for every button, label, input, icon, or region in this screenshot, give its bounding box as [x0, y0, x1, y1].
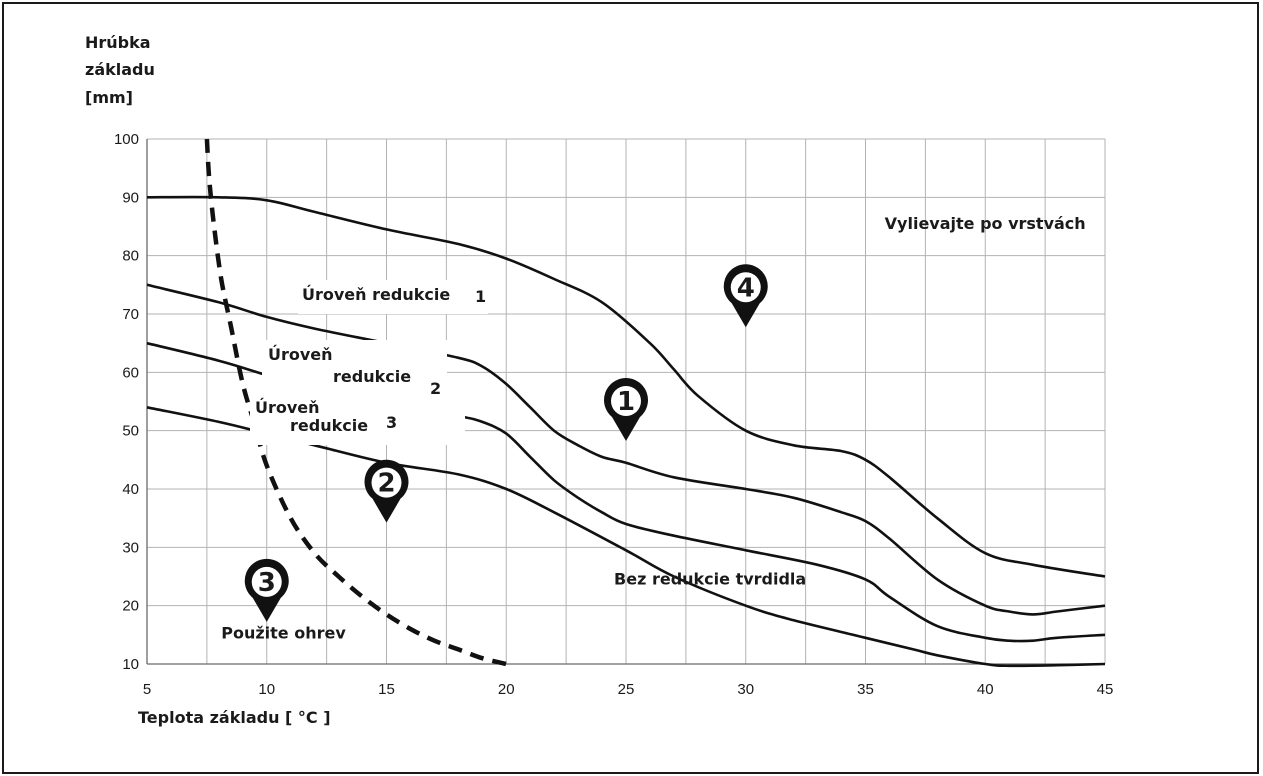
x-axis-title: Teplota základu [ °C ]	[138, 708, 331, 727]
marker-pin-inner	[611, 386, 641, 416]
marker-pin-inner	[371, 467, 402, 498]
y-tick-label: 20	[122, 598, 139, 615]
marker-2: 2	[364, 459, 409, 523]
marker-number: 4	[737, 273, 755, 303]
marker-pin-inner	[251, 566, 282, 597]
marker-number: 2	[377, 469, 395, 499]
marker-1: 1	[604, 378, 649, 441]
series-label-backing	[250, 395, 465, 445]
y-tick-label: 100	[114, 131, 139, 148]
series-label-line: redukcie	[290, 416, 368, 435]
series-label-backing	[298, 280, 488, 314]
y-tick-label: 80	[122, 248, 139, 265]
y-tick-label: 10	[122, 656, 139, 673]
series-line-1	[146, 195, 1106, 578]
y-axis-title: Hrúbka základu [mm]	[85, 33, 155, 107]
series-label-line: redukcie	[333, 367, 411, 386]
markers: 1 2 3 4	[244, 264, 768, 622]
marker-3: 3	[244, 558, 289, 622]
series-label-backing	[262, 340, 447, 402]
marker-pin-inner	[730, 272, 761, 303]
x-tick-label: 10	[258, 681, 275, 698]
y-tick-label: 50	[122, 423, 139, 440]
x-tick-label: 45	[1097, 681, 1114, 698]
x-tick-label: 25	[618, 681, 635, 698]
x-tick-label: 5	[143, 681, 151, 698]
y-axis-title-line-1: Hrúbka	[85, 33, 151, 52]
series-label-line: 1	[475, 287, 486, 306]
use-heating-label: Použite ohrev	[221, 623, 346, 642]
no-reduction-label: Bez redukcie tvrdidla	[614, 570, 806, 589]
y-tick-label: 30	[122, 539, 139, 556]
x-tick-label: 35	[857, 681, 874, 698]
series-line-4	[146, 406, 1106, 668]
y-tick-label: 70	[122, 306, 139, 323]
x-tick-label: 15	[378, 681, 395, 698]
x-tick-label: 30	[737, 681, 754, 698]
x-tick-label: 40	[977, 681, 994, 698]
marker-number: 3	[258, 568, 276, 598]
series-label-line: Úroveň redukcie	[302, 285, 450, 304]
y-axis-title-line-3: [mm]	[85, 88, 133, 107]
heating-boundary-line	[204, 138, 507, 667]
pour-in-layers-label: Vylievajte po vrstvách	[885, 214, 1086, 233]
marker-4: 4	[723, 264, 768, 328]
marker-number: 1	[617, 387, 635, 417]
annotations: Vylievajte po vrstvách Bez redukcie tvrdi…	[221, 214, 1086, 642]
y-tick-label: 90	[122, 189, 139, 206]
series-label-line: 3	[386, 413, 397, 432]
series-label-line: 2	[430, 379, 441, 398]
series-label-line: Úroveň	[268, 345, 333, 364]
y-tick-label: 40	[122, 481, 139, 498]
series-label-1: Úroveň redukcie 1	[298, 280, 488, 314]
x-tick-label: 20	[498, 681, 515, 698]
series-label-line: Úroveň	[255, 398, 320, 417]
y-axis-title-line-2: základu	[85, 60, 155, 79]
y-tick-label: 60	[122, 364, 139, 381]
